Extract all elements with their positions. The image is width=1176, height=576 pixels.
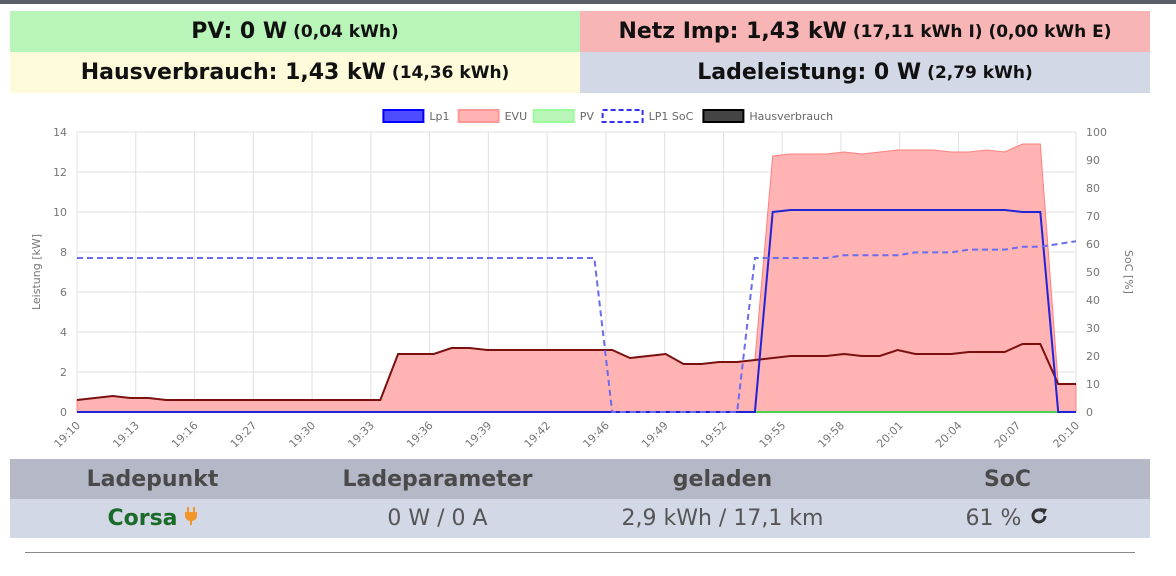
summary-panel: PV: 0 W (0,04 kWh) Netz Imp: 1,43 kW (17…: [10, 11, 1150, 93]
y-tick-label-right: 80: [1086, 182, 1100, 195]
ladeleistung-energy: (2,79 kWh): [927, 62, 1033, 83]
x-tick-label: 19:36: [404, 419, 436, 451]
legend-label-lp1-soc: LP1 SoC: [649, 110, 694, 123]
header-ladeparameter: Ladeparameter: [342, 466, 533, 492]
x-tick-label: 19:30: [287, 419, 319, 451]
ladeleistung-label: Ladeleistung: 0 W: [697, 60, 922, 85]
y-tick-label-right: 0: [1086, 406, 1093, 419]
ladepunkt-name[interactable]: Corsa: [107, 506, 178, 531]
refresh-icon[interactable]: [1029, 506, 1049, 532]
x-tick-label: 19:33: [345, 419, 377, 451]
pv-energy: (0,04 kWh): [293, 21, 399, 42]
table-row: Corsa 0 W / 0 A 2,9 kWh / 17,1 km 61 %: [10, 499, 1150, 538]
y-tick-label-right: 90: [1086, 154, 1100, 167]
x-tick-label: 19:55: [757, 419, 789, 451]
ladeleistung-stat: Ladeleistung: 0 W (2,79 kWh): [580, 52, 1150, 93]
legend-swatch-lp1: [382, 109, 425, 123]
y-tick-label-right: 10: [1086, 378, 1100, 391]
netz-label: Netz Imp: 1,43 kW: [618, 19, 847, 44]
x-tick-label: 19:10: [52, 419, 84, 451]
y-tick-label-left: 10: [53, 206, 67, 219]
x-tick-label: 19:13: [110, 419, 142, 451]
ladepunkt-cell[interactable]: Corsa: [10, 499, 295, 538]
hausverbrauch-line: [76, 343, 1076, 401]
geladen-cell: 2,9 kWh / 17,1 km: [621, 506, 824, 531]
lp1-line: [77, 209, 1076, 413]
x-tick-label: 20:04: [933, 419, 965, 451]
y-tick-label-left: 12: [53, 166, 67, 179]
divider: [25, 552, 1135, 553]
x-tick-label: 19:42: [522, 419, 554, 451]
netz-stat: Netz Imp: 1,43 kW (17,11 kWh I) (0,00 kW…: [580, 11, 1150, 52]
y-tick-label-right: 20: [1086, 350, 1100, 363]
table-header: Ladepunkt Ladeparameter geladen SoC: [10, 459, 1150, 499]
legend-swatch-evu: [457, 109, 500, 123]
y-tick-label-right: 30: [1086, 322, 1100, 335]
header-geladen: geladen: [672, 466, 773, 492]
netz-energy: (17,11 kWh I) (0,00 kWh E): [852, 21, 1112, 42]
x-tick-label: 19:46: [580, 419, 612, 451]
hausverbrauch-label: Hausverbrauch: 1,43 kW: [80, 60, 386, 85]
x-tick-label: 19:27: [228, 419, 260, 451]
y-tick-label-right: 40: [1086, 294, 1100, 307]
y-tick-label-right: 50: [1086, 266, 1100, 279]
hausverbrauch-stat: Hausverbrauch: 1,43 kW (14,36 kWh): [10, 52, 580, 93]
pv-stat: PV: 0 W (0,04 kWh): [10, 11, 580, 52]
legend-label-evu: EVU: [505, 110, 528, 123]
y-tick-label-left: 2: [60, 366, 67, 379]
x-tick-label: 19:16: [169, 419, 201, 451]
soc-value: 61 %: [965, 506, 1022, 531]
x-tick-label: 20:07: [992, 419, 1024, 451]
legend-swatch-hausverbrauch: [702, 109, 745, 123]
legend-swatch-lp1-soc: [601, 109, 644, 123]
header-ladepunkt: Ladepunkt: [86, 466, 219, 492]
header-soc: SoC: [983, 466, 1032, 492]
plug-icon: [184, 506, 198, 532]
y-tick-label-left: 4: [60, 326, 67, 339]
legend-label-lp1: Lp1: [429, 110, 449, 123]
x-tick-label: 19:52: [698, 419, 730, 451]
x-tick-label: 20:10: [1051, 419, 1083, 451]
y-tick-label-left: 6: [60, 286, 67, 299]
hausverbrauch-energy: (14,36 kWh): [391, 62, 510, 83]
x-tick-label: 19:49: [639, 419, 671, 451]
power-chart: 19:10 19:13 19:16 19:27 19:30 19:33 19:36 19:39…: [30, 109, 1135, 451]
y-tick-label-right: 100: [1086, 126, 1107, 139]
top-border: [0, 0, 1176, 4]
legend-swatch-pv: [532, 109, 575, 123]
y-tick-label-right: 60: [1086, 238, 1100, 251]
y-tick-label-right: 70: [1086, 210, 1100, 223]
y-tick-label-left: 14: [53, 126, 67, 139]
y-tick-label-left: 0: [60, 406, 67, 419]
x-tick-label: 20:01: [874, 419, 906, 451]
ladepunkt-table: Ladepunkt Ladeparameter geladen SoC Cors…: [10, 459, 1150, 538]
soc-cell: 61 %: [865, 499, 1150, 538]
legend-label-pv: PV: [580, 110, 595, 123]
y-axis-label-left: Leistung [kW]: [30, 234, 43, 310]
x-tick-label: 19:58: [815, 419, 847, 451]
y-tick-label-left: 8: [60, 246, 67, 259]
ladeparameter-cell: 0 W / 0 A: [387, 506, 488, 531]
y-axis-label-right: SoC [%]: [1122, 250, 1135, 294]
x-tick-label: 19:39: [463, 419, 495, 451]
pv-label: PV: 0 W: [191, 19, 288, 44]
legend-label-hausverbrauch: Hausverbrauch: [749, 110, 833, 123]
